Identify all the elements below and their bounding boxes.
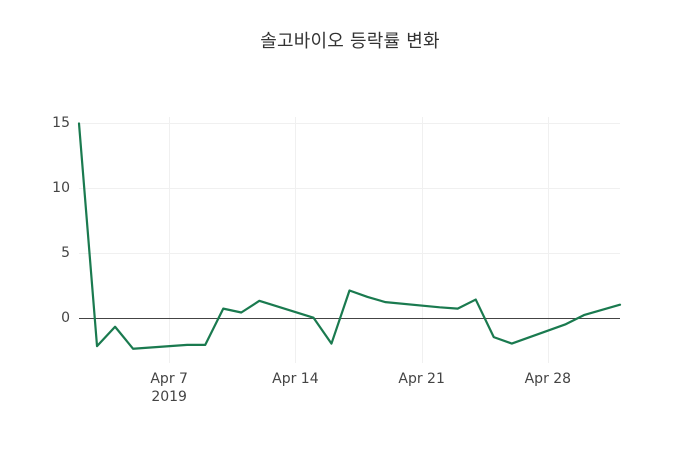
x-axis-tick-label: Apr 28 xyxy=(524,371,572,387)
x-axis-ticks: Apr 7 2019 Apr 14 Apr 21 Apr 28 xyxy=(0,370,700,420)
y-axis-tick-label: 5 xyxy=(61,244,70,261)
y-axis-tick-label: 10 xyxy=(52,180,70,197)
gridline-vertical xyxy=(421,117,423,363)
gridline-vertical xyxy=(169,117,171,363)
y-axis-tick-label: 0 xyxy=(61,309,70,326)
gridline-vertical xyxy=(295,117,297,363)
y-axis-ticks: 15 10 5 0 xyxy=(4,115,70,363)
plot-area xyxy=(77,117,622,363)
x-axis-tick-sublabel: 2019 xyxy=(151,389,187,405)
gridline-vertical xyxy=(547,117,549,363)
gridline-horizontal xyxy=(79,123,620,125)
x-axis-tick-label: Apr 7 2019 xyxy=(109,370,229,406)
x-axis-tick-label: Apr 21 xyxy=(398,371,445,387)
data-series-line xyxy=(77,122,622,350)
y-axis-tick-label: 15 xyxy=(52,115,70,132)
gridline-horizontal xyxy=(79,252,620,254)
chart-title: 솔고바이오 등락률 변화 xyxy=(260,31,440,52)
gridline-horizontal xyxy=(79,188,620,190)
x-axis-tick-label: Apr 14 xyxy=(272,371,319,387)
zero-baseline xyxy=(79,317,620,319)
